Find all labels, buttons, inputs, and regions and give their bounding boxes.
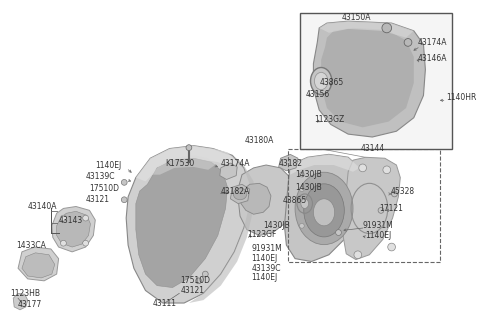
Text: 91931M: 91931M <box>252 245 282 253</box>
Text: 43174A: 43174A <box>418 38 447 47</box>
Polygon shape <box>126 146 250 303</box>
Polygon shape <box>285 154 364 261</box>
Ellipse shape <box>295 172 353 245</box>
Polygon shape <box>18 247 59 281</box>
Text: 43182A: 43182A <box>221 186 250 196</box>
Polygon shape <box>220 163 237 180</box>
Text: 45328: 45328 <box>391 186 415 196</box>
Text: 1433CA: 1433CA <box>16 241 46 249</box>
Circle shape <box>203 271 208 277</box>
Circle shape <box>121 197 127 203</box>
Polygon shape <box>13 293 28 310</box>
Circle shape <box>186 145 192 150</box>
Text: 43146A: 43146A <box>418 54 447 63</box>
Text: 17510D: 17510D <box>180 276 210 285</box>
Polygon shape <box>319 21 414 38</box>
Text: 1140EJ: 1140EJ <box>252 254 278 263</box>
Text: 43111: 43111 <box>153 299 177 308</box>
Text: 43143: 43143 <box>59 216 83 225</box>
Ellipse shape <box>313 199 335 226</box>
Text: 43150A: 43150A <box>341 13 371 22</box>
Polygon shape <box>343 157 400 260</box>
Text: 43180A: 43180A <box>245 136 274 146</box>
Ellipse shape <box>301 199 309 209</box>
Text: 43140A: 43140A <box>28 202 57 211</box>
Text: 1123GF: 1123GF <box>247 230 276 239</box>
Circle shape <box>392 191 397 197</box>
Text: 43139C: 43139C <box>85 172 115 181</box>
Circle shape <box>336 230 341 236</box>
Polygon shape <box>238 165 295 236</box>
Circle shape <box>378 208 384 213</box>
Polygon shape <box>150 155 215 175</box>
Polygon shape <box>136 146 237 182</box>
Bar <box>300 14 453 148</box>
Bar <box>288 148 440 261</box>
Polygon shape <box>313 21 425 137</box>
Circle shape <box>60 215 66 221</box>
Circle shape <box>404 39 412 46</box>
Polygon shape <box>57 211 90 247</box>
Text: 43144: 43144 <box>360 144 385 153</box>
Text: 43865: 43865 <box>283 196 307 205</box>
Text: 43156: 43156 <box>306 90 330 99</box>
Polygon shape <box>22 253 55 278</box>
Polygon shape <box>321 28 414 127</box>
Circle shape <box>83 215 88 221</box>
Circle shape <box>300 172 304 177</box>
Text: 1140EJ: 1140EJ <box>366 231 392 240</box>
Circle shape <box>60 240 66 246</box>
Polygon shape <box>279 154 298 171</box>
Text: 1430JB: 1430JB <box>295 170 322 179</box>
Text: 1140HR: 1140HR <box>446 93 477 102</box>
Polygon shape <box>240 183 271 214</box>
Ellipse shape <box>304 184 344 237</box>
Circle shape <box>196 278 202 284</box>
Polygon shape <box>290 154 360 175</box>
Polygon shape <box>136 158 228 287</box>
Text: 1430JB: 1430JB <box>263 221 290 230</box>
Ellipse shape <box>233 188 247 200</box>
Polygon shape <box>52 207 96 252</box>
Ellipse shape <box>314 72 328 90</box>
Text: 43139C: 43139C <box>252 264 281 273</box>
Text: 43177: 43177 <box>18 300 42 310</box>
Text: K17530: K17530 <box>165 159 194 168</box>
Text: 43174A: 43174A <box>221 159 250 168</box>
Circle shape <box>121 180 127 185</box>
Text: 43121: 43121 <box>85 195 109 204</box>
Polygon shape <box>230 184 250 204</box>
Text: 43865: 43865 <box>319 79 344 87</box>
Text: 43182: 43182 <box>279 159 303 168</box>
Circle shape <box>83 240 88 246</box>
Text: 1140EJ: 1140EJ <box>96 160 121 170</box>
Circle shape <box>382 23 392 33</box>
Ellipse shape <box>311 68 332 94</box>
Text: 1123GZ: 1123GZ <box>314 115 345 124</box>
Text: 1140EJ: 1140EJ <box>252 274 278 282</box>
Text: 1123HB: 1123HB <box>11 289 40 298</box>
Circle shape <box>300 187 304 191</box>
Text: 17510D: 17510D <box>89 184 120 193</box>
Text: 43121: 43121 <box>180 286 204 295</box>
Polygon shape <box>189 148 253 303</box>
Circle shape <box>388 243 396 251</box>
Circle shape <box>359 164 367 172</box>
Text: 17121: 17121 <box>379 204 403 213</box>
Circle shape <box>383 166 391 174</box>
Text: 91931M: 91931M <box>363 221 394 230</box>
Circle shape <box>300 223 304 228</box>
Text: 1430JB: 1430JB <box>295 183 322 192</box>
Circle shape <box>354 251 361 259</box>
